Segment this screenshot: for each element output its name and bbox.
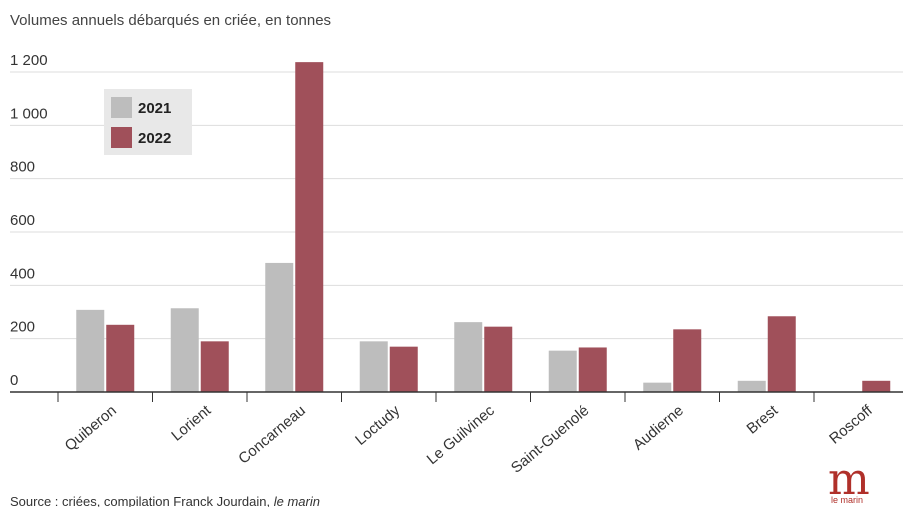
- y-tick-label: 0: [10, 372, 18, 389]
- bar-2021-concarneau: [265, 262, 294, 392]
- x-tick-label: Audierne: [630, 402, 687, 454]
- source-text: Source : criées, compilation Franck Jour…: [10, 494, 274, 507]
- x-axis-ticks: [57, 392, 815, 402]
- source-italic: le marin: [274, 494, 320, 507]
- bar-2021-le-guilvinec: [454, 322, 483, 392]
- bars: [76, 62, 891, 393]
- logo-letter: m: [828, 454, 870, 505]
- legend-label-2021: 2021: [138, 100, 171, 117]
- bar-2021-lorient: [170, 308, 199, 392]
- x-tick-label: Lorient: [168, 402, 215, 445]
- y-axis-tick-labels: 0 200 400 600 800 1 000 1 200: [10, 52, 48, 389]
- bar-2022-lorient: [200, 341, 229, 392]
- y-tick-label: 800: [10, 159, 35, 176]
- y-tick-label: 200: [10, 319, 35, 336]
- bar-2021-loctudy: [359, 341, 388, 392]
- legend-label-2022: 2022: [138, 130, 171, 147]
- bar-2021-quiberon: [76, 309, 105, 392]
- x-tick-label: Brest: [744, 402, 782, 438]
- bar-2022-saint-guenolé: [578, 347, 607, 392]
- logo-text: le marin: [831, 495, 863, 505]
- bar-2021-saint-guenolé: [548, 350, 577, 392]
- bar-2022-quiberon: [106, 324, 135, 392]
- x-tick-label: Concarneau: [235, 402, 309, 468]
- legend-swatch-2022: [111, 127, 132, 148]
- bar-2022-concarneau: [295, 62, 324, 393]
- x-tick-label: Quiberon: [62, 402, 120, 455]
- le-marin-logo: m le marin: [828, 454, 870, 505]
- bar-2022-loctudy: [389, 346, 418, 392]
- y-tick-label: 1 200: [10, 52, 48, 69]
- x-tick-label: Saint-Guenolé: [508, 402, 592, 477]
- y-tick-label: 600: [10, 212, 35, 229]
- legend-swatch-2021: [111, 97, 132, 118]
- bar-2022-le-guilvinec: [484, 326, 513, 392]
- y-tick-label: 1 000: [10, 105, 48, 122]
- x-tick-label: Le Guilvinec: [424, 402, 499, 468]
- bar-2022-roscoff: [862, 380, 891, 392]
- bar-2021-brest: [737, 380, 766, 392]
- legend: 2021 2022: [104, 89, 192, 155]
- bar-2022-audierne: [673, 329, 702, 392]
- bar-2022-brest: [767, 316, 796, 392]
- y-tick-label: 400: [10, 265, 35, 282]
- x-axis-tick-labels: Quiberon Lorient Concarneau Loctudy Le Guilv…: [62, 402, 877, 477]
- x-tick-label: Roscoff: [826, 402, 876, 448]
- bar-2021-audierne: [643, 382, 672, 392]
- source-note: Source : criées, compilation Franck Jour…: [10, 494, 320, 507]
- chart-title: Volumes annuels débarqués en criée, en t…: [10, 12, 331, 29]
- x-tick-label: Loctudy: [352, 402, 404, 449]
